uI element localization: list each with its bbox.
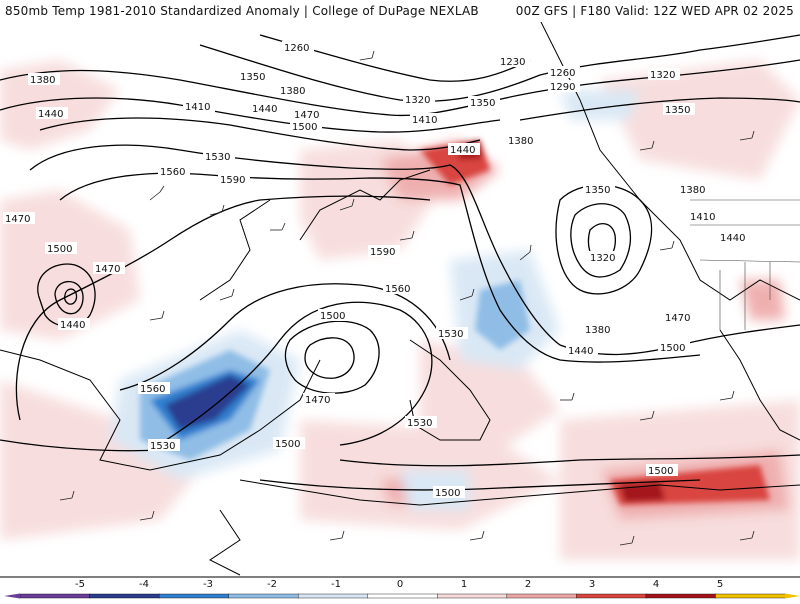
colorbar-tick-label: -1 [331,579,341,590]
colorbar-arrow-right [785,593,800,599]
contour-label: 1380 [585,325,610,336]
contour-label: 1500 [648,466,673,477]
colorbar-tick-label: -3 [203,579,213,590]
contour-label: 1230 [500,57,525,68]
colorbar-tick-label: -4 [139,579,149,590]
colorbar-tick-label: 0 [397,579,403,590]
contour-label: 1530 [407,418,432,429]
map-title: 850mb Temp 1981-2010 Standardized Anomal… [5,4,479,18]
contour-label: 1350 [470,98,495,109]
borders [690,199,800,330]
colorbar-swatch [367,593,438,599]
contour-label: 1470 [95,264,120,275]
contour-label: 1530 [205,152,230,163]
contour-label: 1260 [284,43,309,54]
contour-label: 1350 [585,185,610,196]
colorbar-swatch [89,593,160,599]
colorbar-tick-label: 1 [461,579,467,590]
contour-label: 1530 [150,441,175,452]
wind-barbs [59,50,755,546]
contour-label: 1470 [294,110,319,121]
contour-label: 1440 [252,104,277,115]
colorbar-swatch [645,593,717,599]
contour-label: 1440 [38,109,63,120]
contour-label: 1260 [550,68,575,79]
contour-label: 1440 [450,145,475,156]
colorbar-swatch [19,593,91,599]
contour-label: 1290 [550,82,575,93]
colorbar-swatch [437,593,508,599]
colorbar-tick-label: 3 [589,579,595,590]
colorbar-tick-label: 4 [653,579,659,590]
contour-label: 1590 [220,175,245,186]
weather-map: 1260 1230 1260 1290 1320 1350 1380 1320 … [0,22,800,578]
colorbar-swatch [506,593,578,599]
contour-label: 1500 [320,311,345,322]
contour-label: 1470 [5,214,30,225]
contour-label: 1530 [438,329,463,340]
contour-label: 1590 [370,247,395,258]
colorbar-tick-label: -5 [75,579,85,590]
contour-label: 1500 [292,122,317,133]
contour-label: 1380 [508,136,533,147]
colorbar-tick-label: 2 [525,579,531,590]
header: 850mb Temp 1981-2010 Standardized Anomal… [0,0,800,22]
contour-label: 1350 [665,105,690,116]
contour-label: 1500 [660,343,685,354]
colorbar-swatch [297,593,369,599]
colorbar-swatch [576,593,647,599]
contour-label: 1440 [60,320,85,331]
contour-labels: 1260 1230 1260 1290 1320 1350 1380 1320 … [3,41,750,499]
contour-label: 1560 [385,284,410,295]
colorbar-swatch [715,593,786,599]
colorbar-tick-label: 5 [717,579,723,590]
colorbar-swatch [158,593,230,599]
contour-label: 1410 [690,212,715,223]
contour-label: 1440 [720,233,745,244]
contour-label: 1380 [680,185,705,196]
contour-label: 1380 [280,86,305,97]
contour-label: 1470 [305,395,330,406]
contour-label: 1380 [30,75,55,86]
contour-label: 1560 [140,384,165,395]
contour-label: 1320 [405,95,430,106]
contour-label: 1350 [240,72,265,83]
contour-label: 1500 [435,488,460,499]
contour-label: 1500 [275,439,300,450]
contour-label: 1410 [185,102,210,113]
colorbar: -5 -4 -3 -2 -1 0 1 2 3 4 5 [0,576,800,600]
contour-label: 1320 [650,70,675,81]
contour-label: 1470 [665,313,690,324]
coastlines [0,22,800,576]
contour-label: 1500 [47,244,72,255]
contour-label: 1320 [590,253,615,264]
contour-label: 1560 [160,167,185,178]
colorbar-tick-label: -2 [267,579,277,590]
contour-label: 1410 [412,115,437,126]
height-contours [0,34,800,491]
colorbar-swatch [228,593,299,599]
colorbar-arrow-left [4,593,20,599]
contour-label: 1440 [568,346,593,357]
run-valid-time: 00Z GFS | F180 Valid: 12Z WED APR 02 202… [515,4,794,18]
